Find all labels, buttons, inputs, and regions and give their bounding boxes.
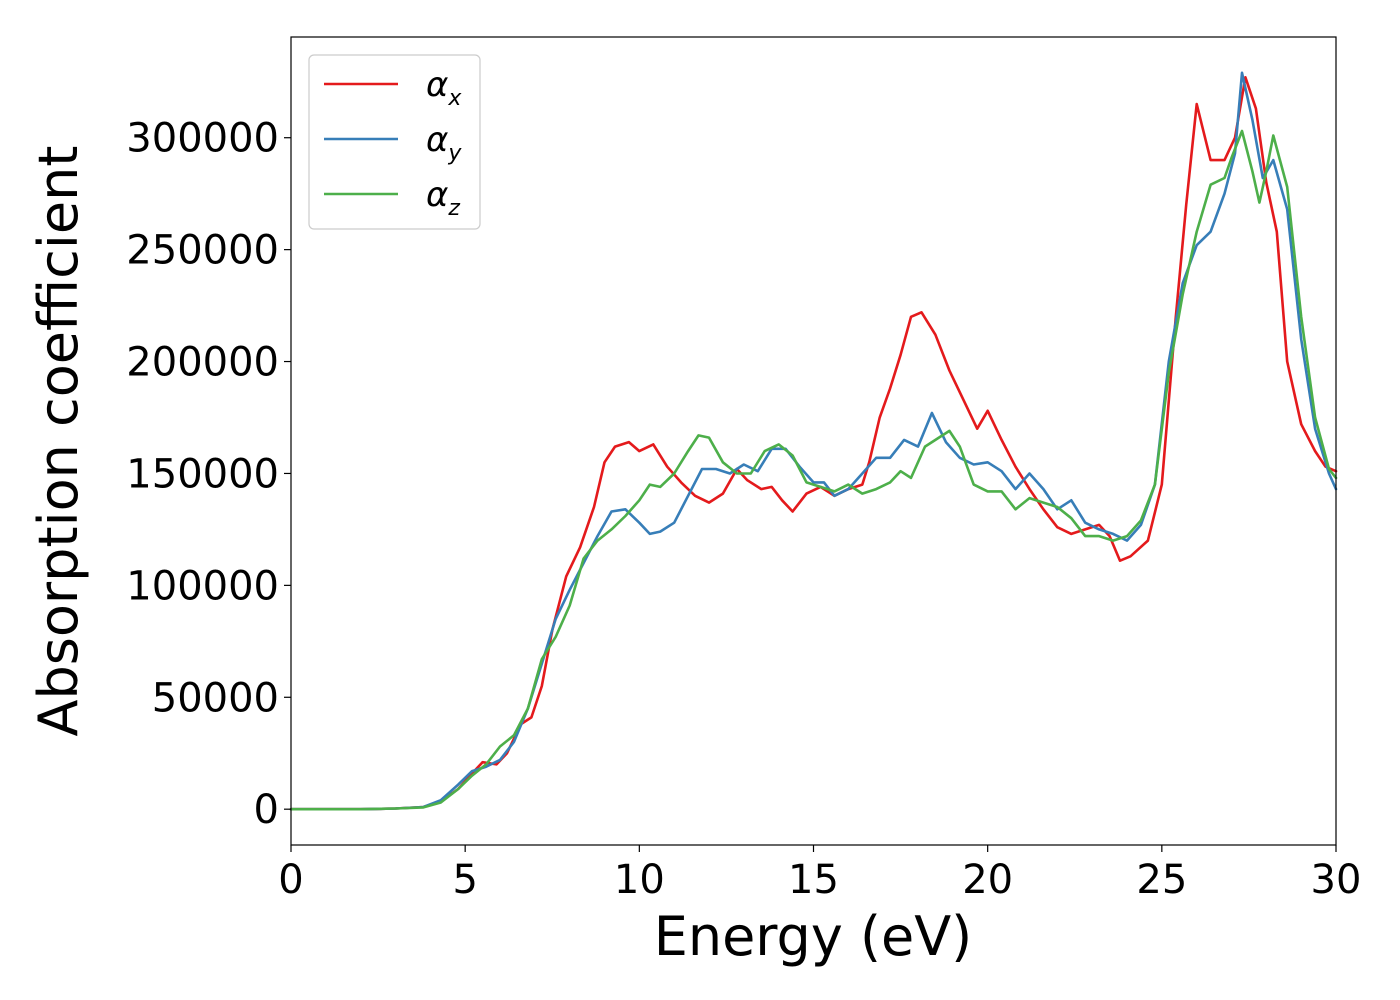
absorption-line-chart: 0 5 10 15 20 25 30 0 50000 100000 150000 200000 250… <box>0 0 1400 1000</box>
y-tick-label: 50000 <box>152 675 279 721</box>
y-tick-label: 100000 <box>126 563 279 609</box>
x-tick-label: 25 <box>1136 857 1187 903</box>
y-tick-label: 150000 <box>126 451 279 497</box>
x-tick-label: 10 <box>614 857 665 903</box>
x-tick-label: 30 <box>1311 857 1362 903</box>
x-tick-label: 15 <box>788 857 839 903</box>
y-tick-label: 250000 <box>126 228 279 274</box>
y-axis-label: Absorption coefficient <box>27 146 90 737</box>
x-tick-label: 5 <box>452 857 477 903</box>
y-tick-label: 0 <box>254 787 279 833</box>
y-tick-label: 300000 <box>126 116 279 162</box>
y-axis: 0 50000 100000 150000 200000 250000 300000 <box>126 116 291 833</box>
x-tick-label: 0 <box>278 857 303 903</box>
chart-container: 0 5 10 15 20 25 30 0 50000 100000 150000 200000 250… <box>0 0 1400 1000</box>
series-line-z <box>291 131 1336 809</box>
x-tick-label: 20 <box>962 857 1013 903</box>
x-axis: 0 5 10 15 20 25 30 <box>278 845 1361 903</box>
y-tick-label: 200000 <box>126 340 279 386</box>
x-axis-label: Energy (eV) <box>654 905 973 968</box>
